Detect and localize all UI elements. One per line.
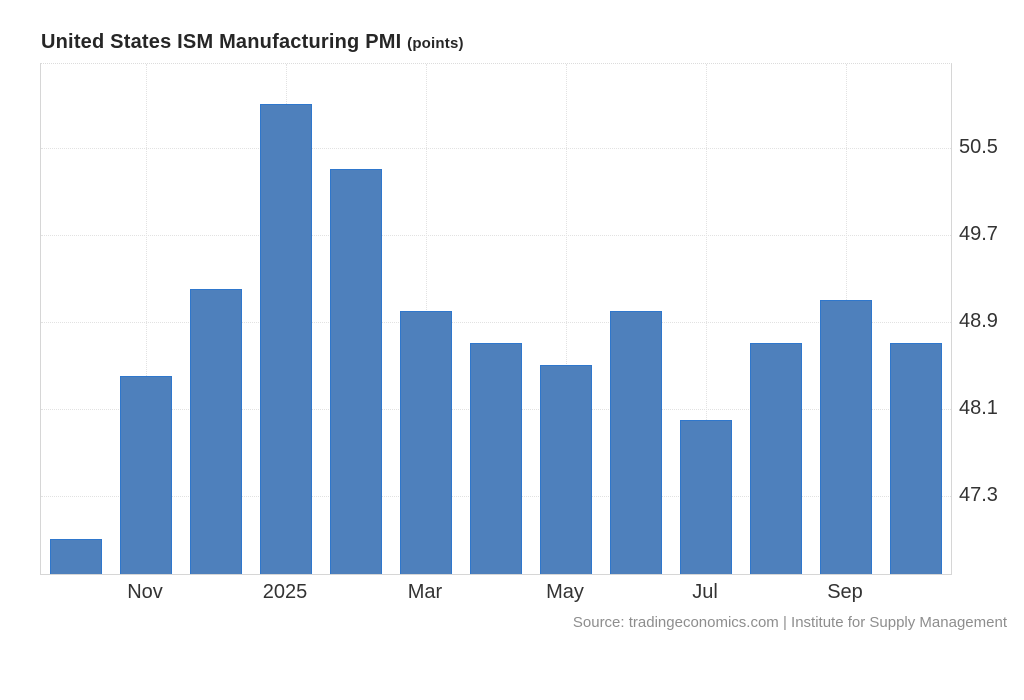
x-gridline [146,64,147,574]
y-axis-tick-label: 49.7 [959,222,998,245]
bar-aug-2025[interactable] [750,343,802,574]
bar-dec-2024[interactable] [190,289,242,574]
y-axis-tick-label: 47.3 [959,483,998,506]
chart-title-units: (points) [407,35,464,52]
x-gridline [566,64,567,574]
y-axis-tick-label: 48.9 [959,309,998,332]
x-axis-tick-label: Sep [827,581,863,603]
x-axis-tick-label: May [546,581,584,603]
bar-jan-2025[interactable] [260,104,312,574]
bar-feb-2025[interactable] [330,169,382,574]
bar-oct-2025[interactable] [890,343,942,574]
bar-oct-2024[interactable] [50,539,102,574]
y-gridline [41,321,951,323]
y-gridline [41,147,951,149]
chart-title: United States ISM Manufacturing PMI (poi… [41,31,464,54]
y-gridline [41,234,951,236]
x-axis-tick-label: Jul [692,581,718,603]
bar-sep-2025[interactable] [820,299,872,574]
bar-may-2025[interactable] [540,365,592,574]
bar-jun-2025[interactable] [610,310,662,574]
x-axis-tick-label: Mar [407,581,443,603]
chart-title-text: United States ISM Manufacturing PMI [41,31,402,53]
x-axis-tick-label: 2025 [262,581,308,603]
y-axis-tick-label: 50.5 [959,135,998,158]
source-credit: Source: tradingeconomics.com | Institute… [572,614,1007,631]
y-axis-tick-label: 48.1 [959,396,998,419]
bar-apr-2025[interactable] [470,343,522,574]
plot-area [40,63,952,575]
x-gridline [706,64,707,574]
bar-mar-2025[interactable] [400,310,452,574]
bar-jul-2025[interactable] [680,419,732,574]
bar-nov-2024[interactable] [120,376,172,574]
x-axis-tick-label: Nov [127,581,163,603]
